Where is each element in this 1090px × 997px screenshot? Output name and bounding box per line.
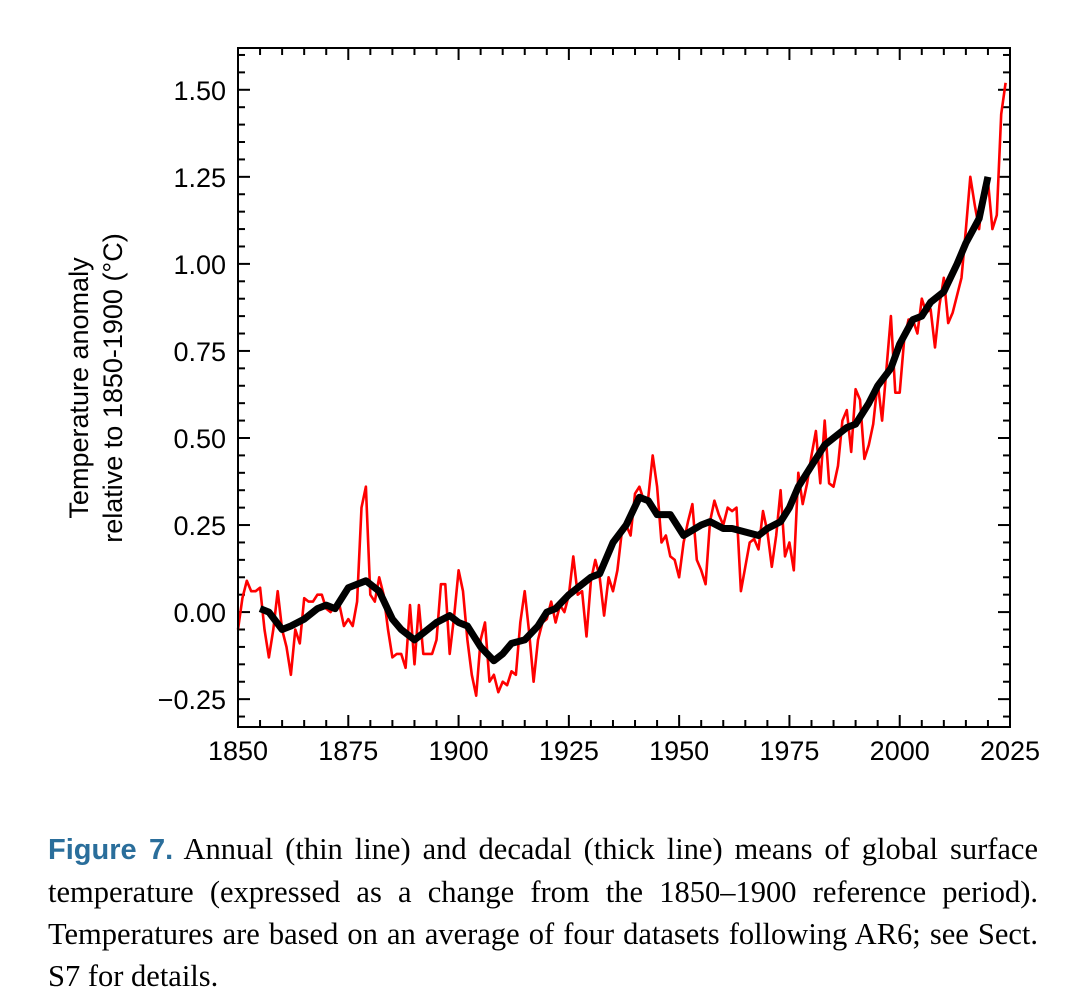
figure-caption: Figure 7. Annual (thin line) and decadal… xyxy=(48,828,1038,997)
plot-frame xyxy=(237,47,1011,728)
x-tick-label: 1925 xyxy=(539,736,599,766)
y-tick-label: 1.25 xyxy=(173,163,226,193)
x-tick-label: 1900 xyxy=(429,736,489,766)
y-axis-label-line1: Temperature anomaly xyxy=(64,257,94,519)
axis-ticks xyxy=(237,48,1011,727)
temperature-chart: 1850 1875 1900 1925 1950 1975 2000 2025 −0.25 0.… xyxy=(64,47,1040,766)
y-tick-label: 0.25 xyxy=(173,511,226,541)
y-tick-label: 1.50 xyxy=(173,76,226,106)
y-tick-label: 1.00 xyxy=(173,250,226,280)
x-tick-labels: 1850 1875 1900 1925 1950 1975 2000 2025 xyxy=(208,736,1040,766)
x-tick-label: 1950 xyxy=(649,736,709,766)
x-tick-label: 1850 xyxy=(208,736,268,766)
x-tick-label: 1975 xyxy=(759,736,819,766)
y-tick-label: −0.25 xyxy=(158,685,226,715)
figure-label: Figure 7. xyxy=(48,834,174,866)
caption-text: Annual (thin line) and decadal (thick li… xyxy=(48,832,1039,993)
x-tick-label: 2025 xyxy=(980,736,1040,766)
y-tick-labels: −0.25 0.00 0.25 0.50 0.75 1.00 1.25 1.50 xyxy=(158,76,226,715)
decadal-series-line xyxy=(258,176,992,665)
x-tick-label: 2000 xyxy=(870,736,930,766)
annual-series-line xyxy=(236,82,1007,698)
y-axis-label-line2: relative to 1850-1900 (°C) xyxy=(98,233,128,542)
y-tick-label: 0.75 xyxy=(173,337,226,367)
x-tick-label: 1875 xyxy=(318,736,378,766)
y-tick-label: 0.00 xyxy=(173,598,226,628)
y-tick-label: 0.50 xyxy=(173,424,226,454)
series-lines xyxy=(236,82,1007,698)
